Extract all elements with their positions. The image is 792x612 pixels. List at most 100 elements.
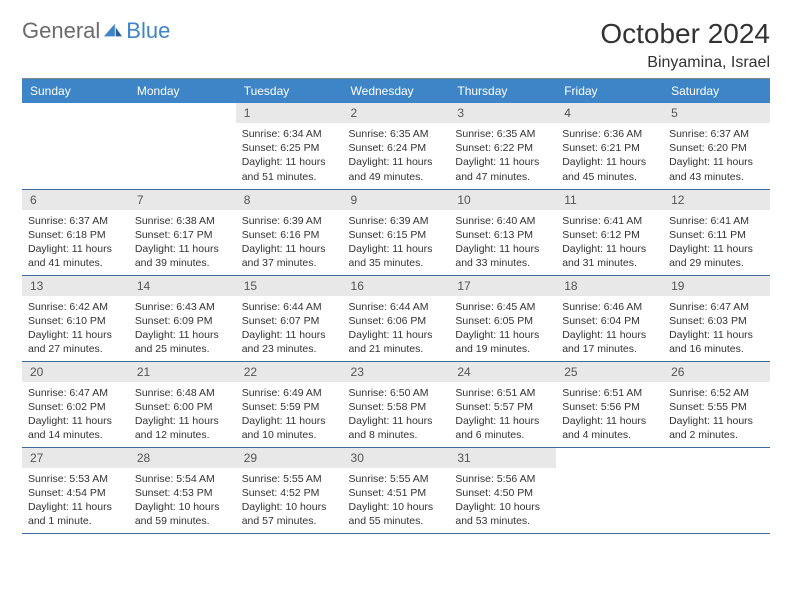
- logo-sail-icon: [102, 22, 124, 40]
- weekday-header: Monday: [129, 79, 236, 103]
- weekday-header: Sunday: [22, 79, 129, 103]
- day-details: Sunrise: 6:35 AMSunset: 6:22 PMDaylight:…: [449, 123, 556, 188]
- day-number: 28: [129, 448, 236, 468]
- day-details: Sunrise: 5:55 AMSunset: 4:51 PMDaylight:…: [343, 468, 450, 533]
- calendar-day-cell: 14Sunrise: 6:43 AMSunset: 6:09 PMDayligh…: [129, 275, 236, 361]
- day-number: 25: [556, 362, 663, 382]
- calendar-day-cell: 6Sunrise: 6:37 AMSunset: 6:18 PMDaylight…: [22, 189, 129, 275]
- day-details: Sunrise: 6:51 AMSunset: 5:57 PMDaylight:…: [449, 382, 556, 447]
- day-number: 23: [343, 362, 450, 382]
- weekday-header: Friday: [556, 79, 663, 103]
- weekday-header: Wednesday: [343, 79, 450, 103]
- day-number: 21: [129, 362, 236, 382]
- calendar-week-row: 20Sunrise: 6:47 AMSunset: 6:02 PMDayligh…: [22, 361, 770, 447]
- day-number: 4: [556, 103, 663, 123]
- day-details: Sunrise: 5:53 AMSunset: 4:54 PMDaylight:…: [22, 468, 129, 533]
- day-number: 9: [343, 190, 450, 210]
- calendar-day-cell: 29Sunrise: 5:55 AMSunset: 4:52 PMDayligh…: [236, 447, 343, 533]
- day-number: 26: [663, 362, 770, 382]
- logo-text-blue: Blue: [126, 18, 170, 44]
- calendar-day-cell: 17Sunrise: 6:45 AMSunset: 6:05 PMDayligh…: [449, 275, 556, 361]
- weekday-header: Thursday: [449, 79, 556, 103]
- calendar-day-cell: 24Sunrise: 6:51 AMSunset: 5:57 PMDayligh…: [449, 361, 556, 447]
- weekday-header-row: SundayMondayTuesdayWednesdayThursdayFrid…: [22, 79, 770, 103]
- day-number: 3: [449, 103, 556, 123]
- day-number: 1: [236, 103, 343, 123]
- day-details: Sunrise: 6:51 AMSunset: 5:56 PMDaylight:…: [556, 382, 663, 447]
- calendar-day-cell: 12Sunrise: 6:41 AMSunset: 6:11 PMDayligh…: [663, 189, 770, 275]
- day-details: Sunrise: 6:44 AMSunset: 6:07 PMDaylight:…: [236, 296, 343, 361]
- calendar-day-cell: 25Sunrise: 6:51 AMSunset: 5:56 PMDayligh…: [556, 361, 663, 447]
- calendar-day-cell: [556, 447, 663, 533]
- day-details: Sunrise: 6:47 AMSunset: 6:02 PMDaylight:…: [22, 382, 129, 447]
- day-number: 2: [343, 103, 450, 123]
- day-number: 29: [236, 448, 343, 468]
- calendar-day-cell: [22, 103, 129, 189]
- day-details: Sunrise: 6:42 AMSunset: 6:10 PMDaylight:…: [22, 296, 129, 361]
- calendar-week-row: 6Sunrise: 6:37 AMSunset: 6:18 PMDaylight…: [22, 189, 770, 275]
- day-details: Sunrise: 6:52 AMSunset: 5:55 PMDaylight:…: [663, 382, 770, 447]
- day-details: Sunrise: 6:48 AMSunset: 6:00 PMDaylight:…: [129, 382, 236, 447]
- calendar-week-row: 1Sunrise: 6:34 AMSunset: 6:25 PMDaylight…: [22, 103, 770, 189]
- day-details: Sunrise: 6:39 AMSunset: 6:16 PMDaylight:…: [236, 210, 343, 275]
- weekday-header: Tuesday: [236, 79, 343, 103]
- day-details: Sunrise: 6:41 AMSunset: 6:12 PMDaylight:…: [556, 210, 663, 275]
- day-details: Sunrise: 5:55 AMSunset: 4:52 PMDaylight:…: [236, 468, 343, 533]
- day-number: 6: [22, 190, 129, 210]
- calendar-day-cell: 9Sunrise: 6:39 AMSunset: 6:15 PMDaylight…: [343, 189, 450, 275]
- calendar-day-cell: 5Sunrise: 6:37 AMSunset: 6:20 PMDaylight…: [663, 103, 770, 189]
- day-details: Sunrise: 6:37 AMSunset: 6:18 PMDaylight:…: [22, 210, 129, 275]
- day-details: Sunrise: 6:50 AMSunset: 5:58 PMDaylight:…: [343, 382, 450, 447]
- calendar-day-cell: 16Sunrise: 6:44 AMSunset: 6:06 PMDayligh…: [343, 275, 450, 361]
- day-details: Sunrise: 5:54 AMSunset: 4:53 PMDaylight:…: [129, 468, 236, 533]
- day-number: 12: [663, 190, 770, 210]
- calendar-day-cell: 2Sunrise: 6:35 AMSunset: 6:24 PMDaylight…: [343, 103, 450, 189]
- calendar-day-cell: 19Sunrise: 6:47 AMSunset: 6:03 PMDayligh…: [663, 275, 770, 361]
- day-number: 22: [236, 362, 343, 382]
- calendar-day-cell: 13Sunrise: 6:42 AMSunset: 6:10 PMDayligh…: [22, 275, 129, 361]
- day-details: Sunrise: 5:56 AMSunset: 4:50 PMDaylight:…: [449, 468, 556, 533]
- calendar-day-cell: 3Sunrise: 6:35 AMSunset: 6:22 PMDaylight…: [449, 103, 556, 189]
- calendar-day-cell: [129, 103, 236, 189]
- day-number: 5: [663, 103, 770, 123]
- day-number: 14: [129, 276, 236, 296]
- calendar-day-cell: 21Sunrise: 6:48 AMSunset: 6:00 PMDayligh…: [129, 361, 236, 447]
- day-number: 7: [129, 190, 236, 210]
- title-block: October 2024 Binyamina, Israel: [600, 18, 770, 72]
- day-details: Sunrise: 6:49 AMSunset: 5:59 PMDaylight:…: [236, 382, 343, 447]
- day-number: 17: [449, 276, 556, 296]
- day-details: Sunrise: 6:45 AMSunset: 6:05 PMDaylight:…: [449, 296, 556, 361]
- calendar-week-row: 27Sunrise: 5:53 AMSunset: 4:54 PMDayligh…: [22, 447, 770, 533]
- calendar-week-row: 13Sunrise: 6:42 AMSunset: 6:10 PMDayligh…: [22, 275, 770, 361]
- day-number: 8: [236, 190, 343, 210]
- calendar-body: 1Sunrise: 6:34 AMSunset: 6:25 PMDaylight…: [22, 103, 770, 533]
- location: Binyamina, Israel: [600, 54, 770, 72]
- calendar-day-cell: 28Sunrise: 5:54 AMSunset: 4:53 PMDayligh…: [129, 447, 236, 533]
- day-details: Sunrise: 6:47 AMSunset: 6:03 PMDaylight:…: [663, 296, 770, 361]
- day-number: 24: [449, 362, 556, 382]
- day-details: Sunrise: 6:41 AMSunset: 6:11 PMDaylight:…: [663, 210, 770, 275]
- day-details: Sunrise: 6:38 AMSunset: 6:17 PMDaylight:…: [129, 210, 236, 275]
- day-number: 27: [22, 448, 129, 468]
- day-details: Sunrise: 6:44 AMSunset: 6:06 PMDaylight:…: [343, 296, 450, 361]
- calendar-day-cell: 31Sunrise: 5:56 AMSunset: 4:50 PMDayligh…: [449, 447, 556, 533]
- calendar-day-cell: 18Sunrise: 6:46 AMSunset: 6:04 PMDayligh…: [556, 275, 663, 361]
- calendar-day-cell: 7Sunrise: 6:38 AMSunset: 6:17 PMDaylight…: [129, 189, 236, 275]
- calendar-day-cell: 10Sunrise: 6:40 AMSunset: 6:13 PMDayligh…: [449, 189, 556, 275]
- day-number: 15: [236, 276, 343, 296]
- calendar-day-cell: 11Sunrise: 6:41 AMSunset: 6:12 PMDayligh…: [556, 189, 663, 275]
- day-details: Sunrise: 6:34 AMSunset: 6:25 PMDaylight:…: [236, 123, 343, 188]
- calendar-day-cell: 22Sunrise: 6:49 AMSunset: 5:59 PMDayligh…: [236, 361, 343, 447]
- header: General Blue October 2024 Binyamina, Isr…: [22, 18, 770, 72]
- day-number: 11: [556, 190, 663, 210]
- calendar-day-cell: 1Sunrise: 6:34 AMSunset: 6:25 PMDaylight…: [236, 103, 343, 189]
- day-details: Sunrise: 6:37 AMSunset: 6:20 PMDaylight:…: [663, 123, 770, 188]
- calendar-day-cell: 15Sunrise: 6:44 AMSunset: 6:07 PMDayligh…: [236, 275, 343, 361]
- day-details: Sunrise: 6:35 AMSunset: 6:24 PMDaylight:…: [343, 123, 450, 188]
- day-number: 19: [663, 276, 770, 296]
- logo: General Blue: [22, 18, 170, 44]
- day-details: Sunrise: 6:43 AMSunset: 6:09 PMDaylight:…: [129, 296, 236, 361]
- calendar-day-cell: 20Sunrise: 6:47 AMSunset: 6:02 PMDayligh…: [22, 361, 129, 447]
- calendar-day-cell: 4Sunrise: 6:36 AMSunset: 6:21 PMDaylight…: [556, 103, 663, 189]
- day-number: 10: [449, 190, 556, 210]
